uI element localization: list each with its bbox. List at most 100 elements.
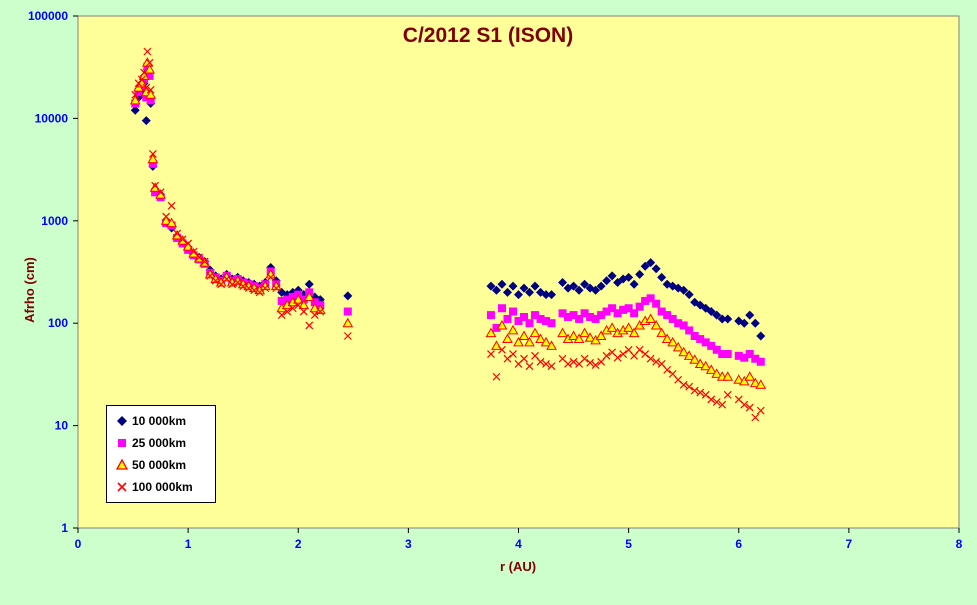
- data-point: [288, 304, 297, 313]
- data-point: [547, 319, 556, 328]
- data-point: [250, 286, 259, 295]
- data-point: [749, 377, 761, 388]
- data-point: [529, 327, 541, 338]
- data-point: [652, 357, 661, 366]
- data-point: [146, 85, 155, 94]
- data-point: [487, 350, 495, 358]
- data-point: [184, 239, 193, 248]
- data-point: [568, 330, 579, 340]
- data-point: [277, 311, 286, 320]
- data-point: [514, 290, 523, 300]
- data-point: [656, 327, 668, 338]
- data-point: [745, 350, 754, 359]
- data-point: [261, 284, 270, 293]
- data-point: [640, 261, 650, 271]
- data-point: [591, 285, 601, 295]
- data-point: [171, 229, 183, 240]
- data-point: [542, 360, 550, 368]
- data-point: [145, 58, 154, 67]
- data-point: [569, 311, 578, 320]
- data-point: [751, 413, 760, 422]
- data-point: [607, 271, 617, 281]
- x-tick-label: 3: [405, 537, 412, 551]
- data-point: [701, 338, 710, 347]
- data-point: [491, 285, 501, 295]
- cross-marker-icon: [117, 482, 127, 492]
- data-point: [574, 285, 584, 295]
- data-points: [129, 47, 767, 422]
- data-point: [739, 318, 749, 328]
- data-point: [309, 302, 321, 313]
- data-point: [711, 368, 723, 378]
- data-point: [700, 360, 712, 371]
- data-point: [751, 354, 760, 363]
- data-point: [619, 350, 628, 358]
- data-point: [733, 374, 745, 384]
- data-point: [663, 365, 672, 374]
- data-point: [580, 354, 589, 363]
- data-point: [486, 311, 495, 320]
- data-point: [491, 340, 502, 350]
- data-point: [147, 153, 159, 164]
- x-tick-label: 0: [75, 537, 82, 551]
- data-point: [756, 357, 765, 366]
- data-point: [233, 278, 242, 287]
- data-point: [310, 311, 319, 320]
- data-point: [745, 403, 754, 412]
- data-point: [635, 269, 645, 279]
- data-point: [635, 302, 644, 311]
- data-point: [283, 295, 292, 304]
- data-point: [591, 314, 600, 323]
- data-point: [623, 322, 634, 332]
- data-point: [641, 296, 650, 305]
- data-point: [146, 96, 155, 105]
- data-point: [141, 116, 151, 126]
- y-tick-label: 100000: [28, 9, 68, 23]
- legend: 10 000km 25 000km 50 000km 100 000km: [106, 405, 216, 503]
- data-point: [530, 281, 540, 291]
- data-point: [674, 319, 683, 328]
- data-point: [624, 304, 633, 313]
- legend-label: 100 000km: [132, 480, 193, 494]
- legend-item-10000km: 10 000km: [115, 410, 215, 432]
- data-point: [689, 354, 701, 364]
- data-point: [684, 290, 694, 300]
- data-point: [188, 247, 199, 258]
- data-point: [502, 333, 513, 344]
- data-point: [575, 314, 584, 323]
- data-point: [167, 201, 176, 210]
- data-point: [706, 307, 716, 317]
- data-point: [507, 324, 519, 335]
- data-point: [650, 319, 662, 330]
- data-point: [661, 333, 673, 344]
- data-point: [745, 310, 755, 320]
- data-point: [541, 290, 551, 300]
- data-point: [652, 299, 661, 308]
- data-point: [137, 83, 146, 92]
- data-point: [685, 326, 694, 335]
- data-point: [140, 68, 148, 77]
- data-point: [244, 284, 253, 293]
- data-point: [498, 345, 506, 354]
- data-point: [195, 253, 204, 262]
- data-point: [657, 307, 666, 316]
- data-point: [129, 94, 141, 105]
- data-point: [514, 317, 523, 326]
- data-point: [536, 357, 545, 366]
- data-point: [679, 285, 689, 295]
- y-tick-label: 100: [48, 316, 68, 330]
- y-tick-label: 1000: [41, 214, 68, 228]
- data-point: [492, 372, 501, 381]
- data-point: [518, 330, 530, 340]
- data-point: [690, 386, 699, 395]
- data-point: [597, 311, 606, 320]
- data-point: [619, 305, 628, 314]
- data-point: [629, 279, 639, 289]
- data-point: [557, 327, 568, 338]
- data-point: [602, 351, 611, 360]
- data-point: [342, 317, 354, 328]
- data-point: [298, 299, 310, 310]
- legend-item-25000km: 25 000km: [115, 432, 215, 454]
